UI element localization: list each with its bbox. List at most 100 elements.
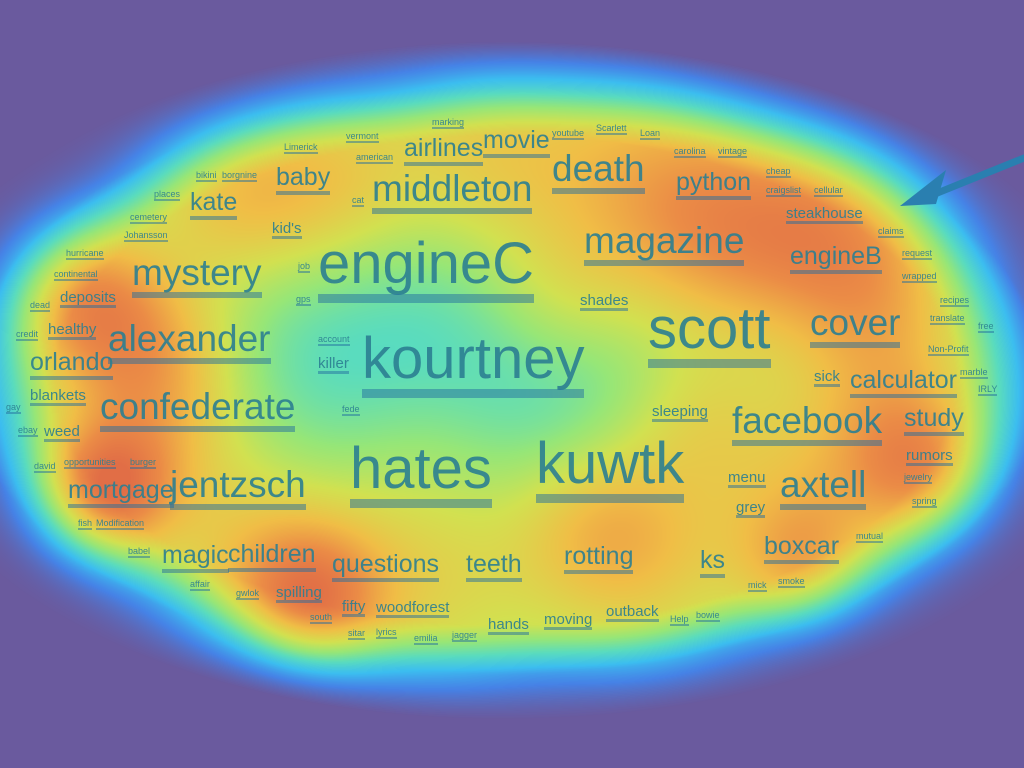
cloud-word: wrapped <box>902 271 937 283</box>
cloud-word: bikini <box>196 170 217 182</box>
cloud-word: affair <box>190 579 210 591</box>
cloud-word: engineB <box>790 242 882 274</box>
cloud-word: woodforest <box>376 599 450 618</box>
cloud-word: fish <box>78 518 93 530</box>
cloud-word: magazine <box>584 220 745 266</box>
cloud-word: ks <box>700 546 725 578</box>
cloud-word: hates <box>350 436 492 509</box>
cloud-word: marking <box>432 117 465 129</box>
cloud-word: mortgage <box>68 476 174 508</box>
cloud-word: fede <box>342 404 360 416</box>
cloud-word: Modification <box>96 518 145 530</box>
cloud-word: opportunities <box>64 457 116 469</box>
cloud-word: places <box>154 189 181 201</box>
cloud-word: dead <box>30 300 51 312</box>
cloud-word: death <box>552 148 645 194</box>
cloud-word: borgnine <box>222 170 258 182</box>
cloud-word: lyrics <box>376 627 397 639</box>
cloud-word: outback <box>606 603 659 622</box>
cloud-word: movie <box>483 126 550 158</box>
cloud-word: weed <box>44 423 80 442</box>
cloud-word: cellular <box>814 185 843 197</box>
cloud-word: cemetery <box>130 212 168 224</box>
cloud-word: free <box>978 321 994 333</box>
cloud-word: job <box>298 261 311 273</box>
cloud-word: kid's <box>272 220 302 239</box>
cloud-word: vermont <box>346 131 379 143</box>
cloud-word: orlando <box>30 348 114 380</box>
cloud-word: grey <box>736 499 766 518</box>
cloud-word: american <box>356 152 394 164</box>
cloud-word: axtell <box>780 464 867 510</box>
cloud-word: youtube <box>552 128 585 140</box>
cloud-word: alexander <box>108 318 271 364</box>
cloud-word: babel <box>128 546 151 558</box>
cloud-word: menu <box>728 469 766 488</box>
cloud-word: moving <box>544 611 593 630</box>
cloud-word: Loan <box>640 128 661 140</box>
cloud-word: hands <box>488 616 529 635</box>
cloud-word: questions <box>332 550 440 582</box>
cloud-word: blankets <box>30 387 86 406</box>
cloud-word: jentzsch <box>170 464 306 510</box>
cloud-word: Scarlett <box>596 123 627 135</box>
cloud-word: gps <box>296 294 311 306</box>
cloud-word: teeth <box>466 550 522 582</box>
cloud-word: ebay <box>18 425 38 437</box>
cloud-word: steakhouse <box>786 205 863 224</box>
cloud-word: gay <box>6 402 21 414</box>
cloud-word: recipes <box>940 295 970 307</box>
cloud-word: kourtney <box>362 326 585 399</box>
cloud-word: Non-Profit <box>928 344 969 356</box>
cloud-word: deposits <box>60 289 116 308</box>
cloud-word: shades <box>580 292 629 311</box>
cloud-word: Help <box>670 614 689 626</box>
cloud-word: airlines <box>404 134 484 166</box>
cloud-word: killer <box>318 355 349 374</box>
cloud-word: cat <box>352 195 365 207</box>
cloud-word: gwlok <box>236 588 260 600</box>
cloud-word: python <box>676 168 752 200</box>
cloud-word: study <box>904 404 964 436</box>
cloud-word: healthy <box>48 321 97 340</box>
cloud-word: cover <box>810 302 901 348</box>
cloud-word: kate <box>190 188 238 220</box>
cloud-word: south <box>310 612 333 624</box>
cloud-word: spring <box>912 496 937 508</box>
cloud-word: magic <box>162 541 229 573</box>
cloud-word: fifty <box>342 598 366 617</box>
cloud-word: claims <box>878 226 904 238</box>
cloud-word: carolina <box>674 146 706 158</box>
cloud-word: david <box>34 461 56 473</box>
cloud-word: mystery <box>132 252 262 298</box>
cloud-word: mutual <box>856 531 884 543</box>
cloud-word: boxcar <box>764 532 840 564</box>
cloud-word: baby <box>276 163 331 195</box>
cloud-word: engineC <box>318 231 535 304</box>
cloud-word: middleton <box>372 168 533 214</box>
cloud-word: kuwtk <box>536 431 685 504</box>
cloud-word: rumors <box>906 447 953 466</box>
cloud-word: bowie <box>696 610 720 622</box>
cloud-word: hurricane <box>66 248 104 260</box>
cloud-word: sick <box>814 368 840 387</box>
cloud-word: jewelry <box>904 472 933 484</box>
cloud-word: facebook <box>732 400 883 446</box>
cloud-word: cheap <box>766 166 791 178</box>
cloud-word: rotting <box>564 542 634 574</box>
cloud-word: continental <box>54 269 98 281</box>
cloud-word: Limerick <box>284 142 318 154</box>
cloud-word: translate <box>930 313 965 325</box>
cloud-word: Johansson <box>124 230 168 242</box>
cloud-word: scott <box>648 296 771 369</box>
cloud-word: request <box>902 248 933 260</box>
cloud-word: children <box>228 540 316 572</box>
cloud-word: sitar <box>348 628 366 640</box>
cloud-word: mick <box>748 580 767 592</box>
cloud-word: craigslist <box>766 185 802 197</box>
cloud-word: credit <box>16 329 39 341</box>
cloud-word: emilia <box>414 633 438 645</box>
